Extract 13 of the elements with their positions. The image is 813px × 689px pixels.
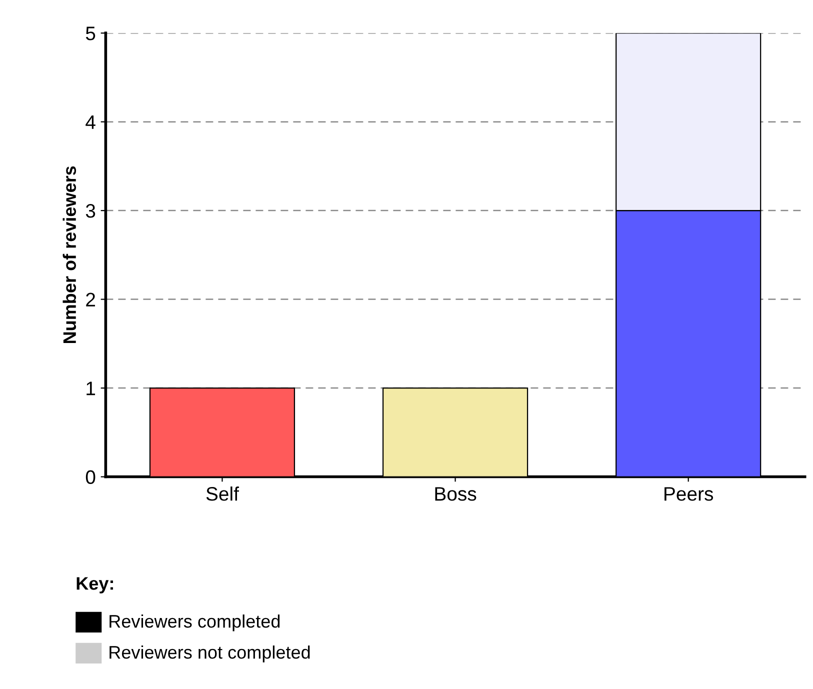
x-tick-label: Boss — [435, 487, 476, 501]
x-tick-label: Peers — [664, 487, 714, 501]
text: Key: — [76, 577, 114, 594]
y-tick-label: 0 — [86, 470, 96, 484]
y-tick-label: 4 — [86, 115, 96, 129]
y-tick-label: 2 — [86, 292, 95, 306]
y-tick-label: 1 — [86, 382, 96, 396]
text: Reviewers completed — [110, 614, 280, 632]
x-tick-label: Self — [206, 486, 240, 501]
y-tick-label: 3 — [86, 204, 96, 218]
text: Reviewers not completed — [110, 645, 310, 662]
y-tick-label: 5 — [86, 26, 96, 40]
y-axis-title: Number of reviewers — [62, 166, 76, 344]
